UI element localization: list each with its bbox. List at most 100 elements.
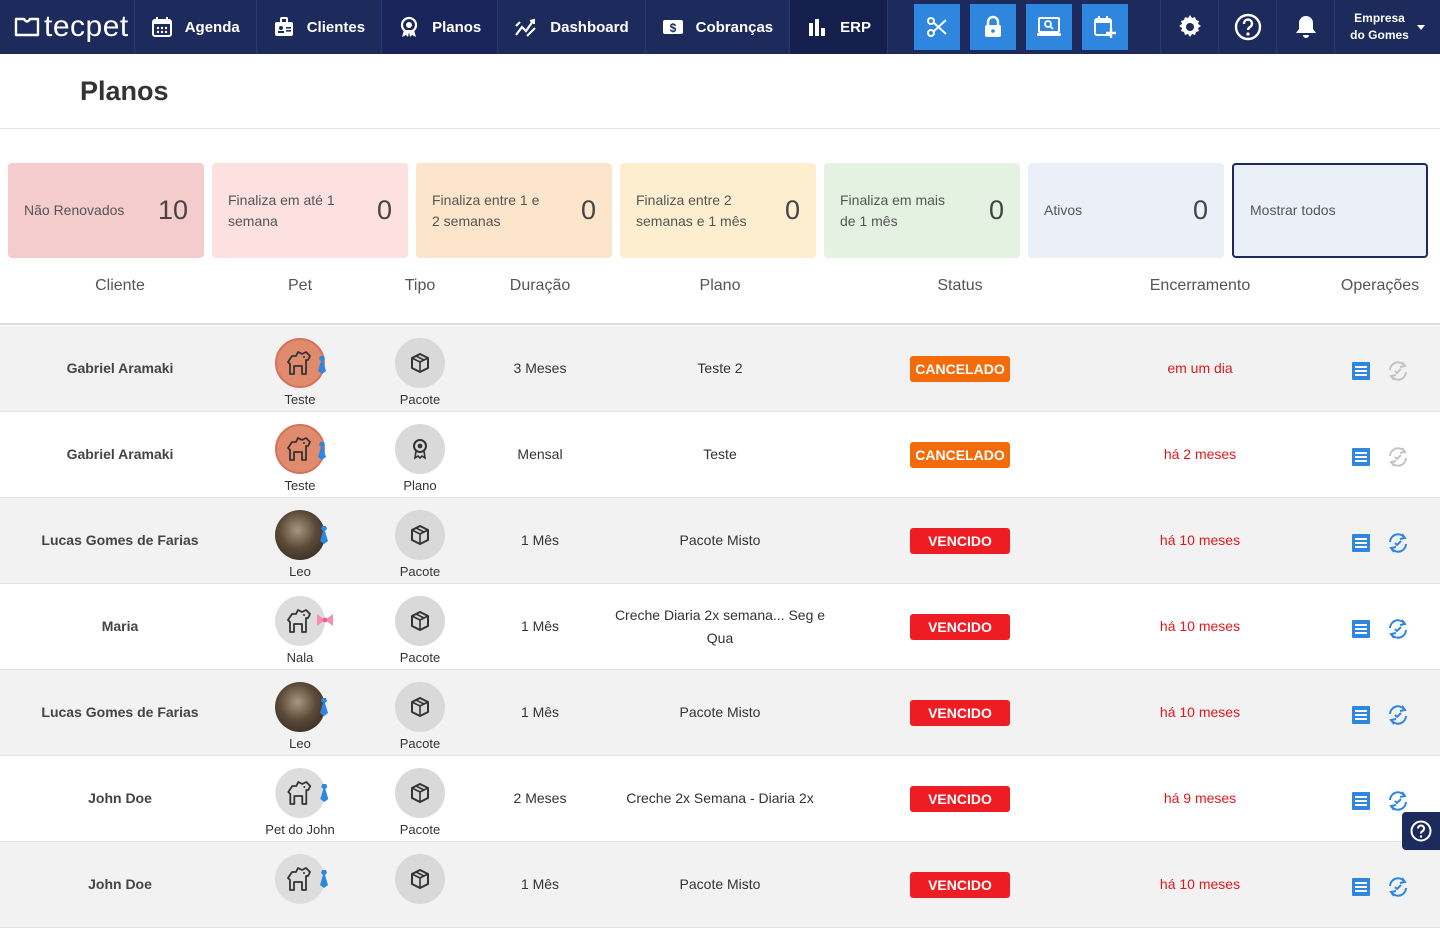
renew-button[interactable] xyxy=(1386,790,1410,812)
notifications-button[interactable] xyxy=(1276,0,1334,54)
details-button[interactable] xyxy=(1350,790,1372,812)
nav-clientes[interactable]: Clientes xyxy=(257,0,383,54)
company-name: Empresa do Gomes xyxy=(1350,10,1409,44)
header-status[interactable]: Status xyxy=(937,277,983,294)
help-icon xyxy=(1234,13,1261,41)
type-badge xyxy=(395,768,445,818)
floating-help-button[interactable] xyxy=(1402,812,1440,850)
pet-avatar xyxy=(275,596,333,646)
caret-down-icon xyxy=(1416,24,1425,30)
cell-client: Maria xyxy=(101,618,139,634)
filter-2-semanas-1-mes[interactable]: Finaliza entre 2 semanas e 1 mês 0 xyxy=(620,163,816,258)
cell-pet[interactable] xyxy=(275,854,328,908)
renew-icon xyxy=(1389,619,1407,639)
renew-button[interactable] xyxy=(1386,618,1410,640)
row-operations xyxy=(1350,790,1410,812)
cell-pet[interactable]: Pet do John xyxy=(265,768,335,837)
cell-pet[interactable]: Teste xyxy=(275,338,326,407)
add-appointment-button[interactable] xyxy=(1082,4,1128,50)
cell-end: há 2 meses xyxy=(1163,446,1237,462)
details-button[interactable] xyxy=(1350,360,1372,382)
table-row[interactable]: John Doe 1 Mês Pacote Misto VENCIDO há 1… xyxy=(0,842,1440,928)
filter-nao-renovados[interactable]: Não Renovados 10 xyxy=(8,163,204,258)
filter-label: Finaliza entre 2 semanas e 1 mês xyxy=(636,191,747,229)
table-row[interactable]: Gabriel Aramaki Teste Plano Mensal Teste… xyxy=(0,412,1440,498)
renew-icon xyxy=(1389,705,1407,725)
filter-count: 10 xyxy=(157,195,188,225)
header-tipo[interactable]: Tipo xyxy=(404,277,436,294)
scissors-button[interactable] xyxy=(914,4,960,50)
filter-label: Finaliza em até 1 semana xyxy=(228,191,335,229)
filter-1-2-semanas[interactable]: Finaliza entre 1 e 2 semanas 0 xyxy=(416,163,612,258)
nav-planos[interactable]: Planos xyxy=(382,0,499,54)
renew-button[interactable] xyxy=(1386,704,1410,726)
renew-icon xyxy=(1389,447,1407,467)
filter-ativos[interactable]: Ativos 0 xyxy=(1028,163,1224,258)
search-screen-button[interactable] xyxy=(1026,4,1072,50)
lock-button[interactable] xyxy=(970,4,1016,50)
table-row[interactable]: Gabriel Aramaki Teste Pacote 3 Meses Tes… xyxy=(0,326,1440,412)
header-cliente[interactable]: Cliente xyxy=(95,277,145,294)
filter-label: Finaliza entre 1 e 2 semanas xyxy=(432,191,540,229)
male-tie-icon xyxy=(319,784,328,802)
type-name: Pacote xyxy=(399,736,441,751)
nav-dashboard[interactable]: Dashboard xyxy=(498,0,646,54)
table-row[interactable]: John Doe Pet do John Pacote 2 Meses Crec… xyxy=(0,756,1440,842)
renew-button[interactable] xyxy=(1386,532,1410,554)
filter-count: 0 xyxy=(988,195,1004,225)
cell-plan: Creche Diaria 2x semana... Seg e Qua xyxy=(614,607,826,646)
cell-pet[interactable]: Leo xyxy=(275,510,328,579)
renew-button[interactable] xyxy=(1386,360,1410,382)
cell-end: há 9 meses xyxy=(1163,790,1237,806)
details-button[interactable] xyxy=(1350,532,1372,554)
renew-button[interactable] xyxy=(1386,876,1410,898)
cell-pet[interactable]: Nala xyxy=(275,596,333,665)
cell-pet[interactable]: Teste xyxy=(275,424,326,493)
nav-cobrancas-label: Cobranças xyxy=(695,18,774,36)
header-encerramento[interactable]: Encerramento xyxy=(1149,277,1251,294)
type-badge xyxy=(395,338,445,388)
details-button[interactable] xyxy=(1350,618,1372,640)
table-row[interactable]: Lucas Gomes de Farias Leo Pacote 1 Mês P… xyxy=(0,670,1440,756)
cell-type: Pacote xyxy=(395,338,445,407)
nav-agenda[interactable]: Agenda xyxy=(135,0,257,54)
table-row[interactable]: Maria Nala Pacote 1 Mês Creche Diaria 2x… xyxy=(0,584,1440,670)
cell-type: Pacote xyxy=(395,596,445,665)
settings-button[interactable] xyxy=(1160,0,1218,54)
renew-button[interactable] xyxy=(1386,446,1410,468)
help-button[interactable] xyxy=(1218,0,1276,54)
details-button[interactable] xyxy=(1350,446,1372,468)
company-selector[interactable]: Empresa do Gomes xyxy=(1334,0,1440,54)
type-name: Pacote xyxy=(399,392,441,407)
dog-icon xyxy=(287,609,311,633)
nav-cobrancas[interactable]: $ Cobranças xyxy=(646,0,791,54)
filter-mais-1-mes[interactable]: Finaliza em mais de 1 mês 0 xyxy=(824,163,1020,258)
list-icon xyxy=(1352,620,1370,638)
package-icon xyxy=(411,611,429,631)
female-bow-icon xyxy=(317,614,333,626)
dog-icon xyxy=(287,351,311,375)
contacts-icon xyxy=(274,17,293,36)
cell-duration: 3 Meses xyxy=(513,360,567,376)
filter-mostrar-todos[interactable]: Mostrar todos xyxy=(1232,163,1428,258)
table-header: Cliente Pet Tipo Duração Plano Status En… xyxy=(0,258,1440,325)
status-badge: CANCELADO xyxy=(910,442,1010,468)
filter-ate-1-semana[interactable]: Finaliza em até 1 semana 0 xyxy=(212,163,408,258)
package-icon xyxy=(411,353,429,373)
header-duracao[interactable]: Duração xyxy=(509,277,571,294)
header-pet[interactable]: Pet xyxy=(287,277,313,294)
cell-pet[interactable]: Leo xyxy=(275,682,328,751)
dog-icon xyxy=(287,781,311,805)
details-button[interactable] xyxy=(1350,704,1372,726)
pet-avatar xyxy=(275,338,326,388)
nav-agenda-label: Agenda xyxy=(184,18,240,36)
top-nav: tecpet Agenda Clientes Planos Dashboard … xyxy=(0,0,1440,54)
header-plano[interactable]: Plano xyxy=(699,277,741,294)
details-button[interactable] xyxy=(1350,876,1372,898)
nav-erp[interactable]: ERP xyxy=(790,0,888,54)
dollar-icon: $ xyxy=(662,20,683,35)
table-row[interactable]: Lucas Gomes de Farias Leo Pacote 1 Mês P… xyxy=(0,498,1440,584)
type-badge xyxy=(395,682,445,732)
pet-avatar xyxy=(275,424,326,474)
brand-logo[interactable]: tecpet xyxy=(0,0,135,54)
